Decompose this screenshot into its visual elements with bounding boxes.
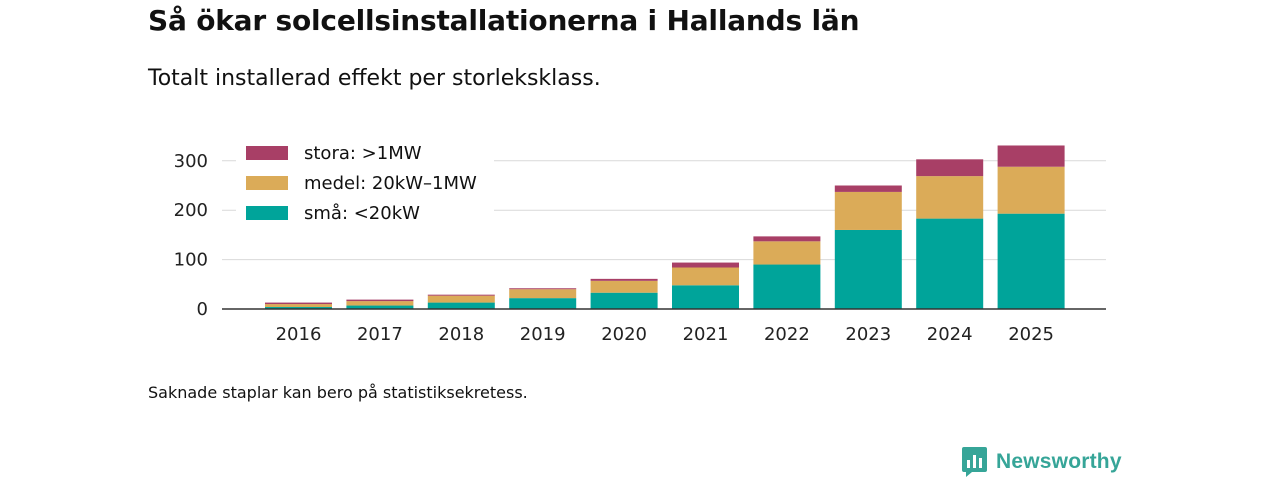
bar-segment [997,145,1065,167]
x-tick-label: 2025 [1008,324,1054,345]
bar-segment [346,305,414,309]
bar-segment [672,267,739,286]
chart-title: Så ökar solcellsinstallationerna i Halla… [148,4,860,37]
x-tick-label: 2020 [601,324,647,345]
y-axis-ticks: 0 100 200 300 [174,151,208,320]
bar-segment [590,280,658,293]
bar-segment [427,295,495,303]
legend-swatch [246,206,288,220]
bar-segment [590,292,658,309]
bar-segment [916,218,984,309]
y-tick-label: 100 [174,250,208,271]
legend-label: små: <20kW [304,203,420,224]
bar-segment [753,264,821,309]
x-tick-label: 2019 [520,324,566,345]
bar-segment [997,166,1065,214]
legend-label: stora: >1MW [304,143,422,164]
bar-segment [997,213,1065,309]
legend-swatch [246,146,288,160]
legend: stora: >1MW medel: 20kW–1MW små: <20kW [246,143,477,224]
bar-segment [265,307,332,309]
footnote: Saknade staplar kan bero på statistiksek… [148,383,528,402]
bar-segment [427,302,495,309]
bar-segment [916,176,984,219]
bar-segment [346,301,414,306]
x-tick-label: 2023 [845,324,891,345]
bar-segment [672,285,739,309]
bar-segment [834,185,902,192]
y-tick-label: 300 [174,151,208,172]
x-tick-label: 2016 [276,324,322,345]
x-tick-label: 2022 [764,324,810,345]
bar-segment [590,278,658,281]
bar-segment [427,294,495,296]
bar-segment [753,241,821,265]
brand-logo: Newsworthy [961,446,1122,478]
x-axis-ticks: 2016 2017 2018 2019 2020 2021 2022 2023 2024 2025 [276,324,1054,345]
bar-segment [265,302,332,305]
bar-segment [834,191,902,230]
legend-swatch [246,176,288,190]
newsworthy-logo-icon [962,447,987,477]
x-tick-label: 2024 [927,324,973,345]
bar-segment [509,288,577,290]
chart-subtitle: Totalt installerad effekt per storlekskl… [148,66,601,91]
bars [265,145,1065,309]
bar-segment [346,299,414,302]
y-tick-label: 200 [174,200,208,221]
y-tick-label: 0 [197,299,208,320]
x-tick-label: 2018 [438,324,484,345]
bar-segment [265,304,332,308]
legend-label: medel: 20kW–1MW [304,173,477,194]
bar-segment [834,229,902,309]
x-tick-label: 2021 [683,324,729,345]
x-tick-label: 2017 [357,324,403,345]
bar-segment [916,159,984,177]
brand-name: Newsworthy [996,450,1122,473]
bar-segment [753,236,821,242]
bar-segment [509,298,577,309]
bar-segment [672,262,739,268]
bar-segment [509,289,577,299]
